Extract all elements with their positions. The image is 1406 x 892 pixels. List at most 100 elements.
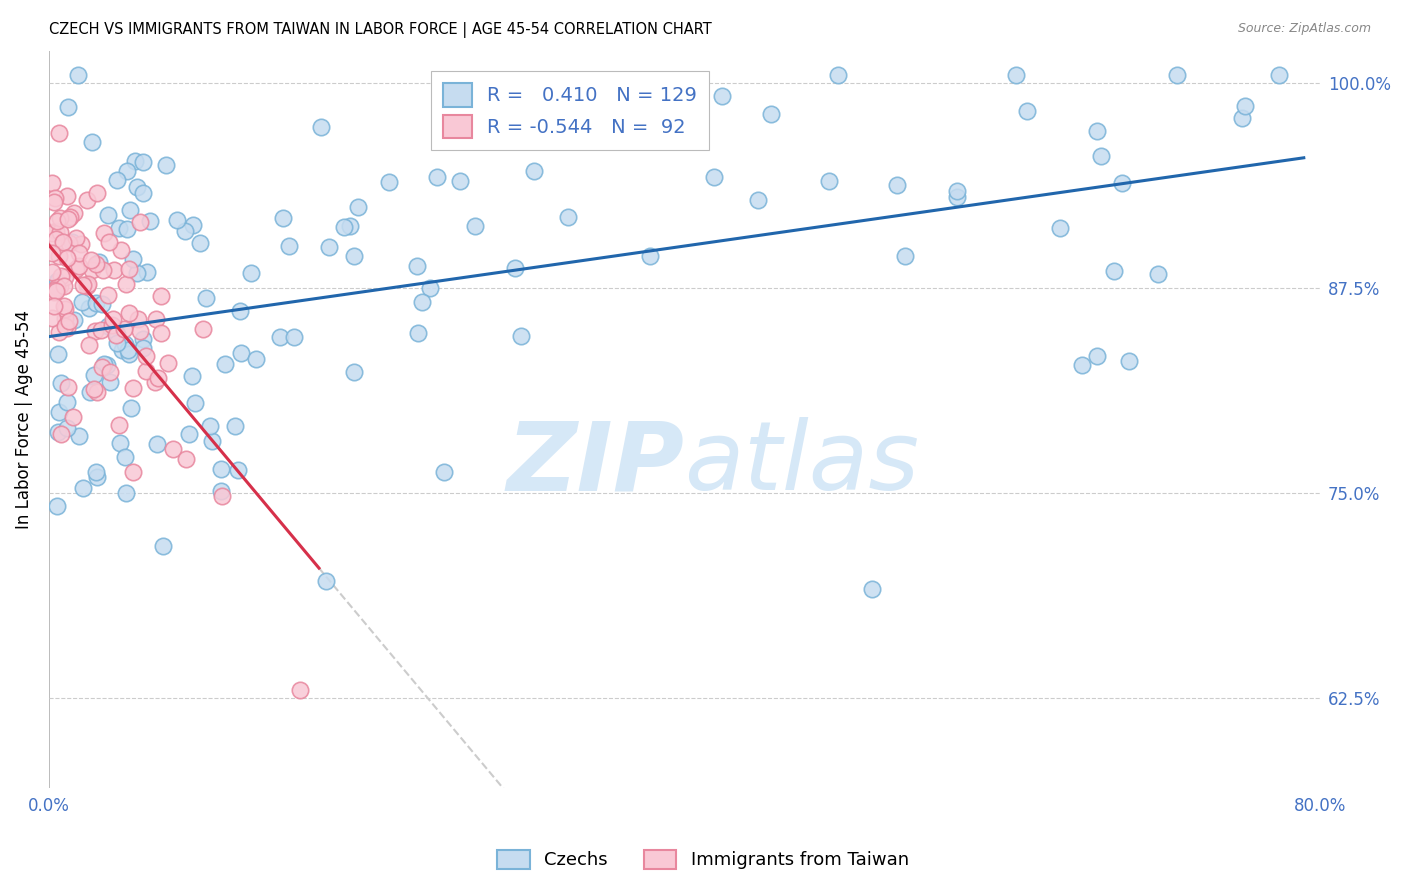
Point [56, 189, 79, 203]
Point [1102, 264, 1125, 278]
Point [49, 225, 72, 239]
Point [52, 299, 75, 313]
Point [90, 323, 112, 337]
Point [41, 265, 63, 279]
Point [41, 245, 63, 260]
Point [150, 289, 173, 303]
Point [1085, 349, 1108, 363]
Point [200, 419, 222, 434]
Point [41, 176, 63, 190]
Point [464, 219, 486, 233]
Point [269, 330, 291, 344]
Point [1085, 124, 1108, 138]
Point [45, 275, 67, 289]
Point [93, 357, 115, 371]
Point [747, 193, 769, 207]
Point [56, 380, 79, 394]
Point [228, 463, 250, 477]
Point [224, 419, 246, 434]
Point [58, 236, 80, 251]
Point [711, 89, 734, 103]
Point [135, 349, 157, 363]
Point [46, 214, 69, 228]
Point [120, 203, 142, 218]
Point [184, 396, 207, 410]
Point [45, 284, 67, 298]
Point [211, 490, 233, 504]
Point [827, 68, 849, 82]
Point [44, 283, 66, 297]
Point [98, 375, 121, 389]
Point [146, 437, 169, 451]
Point [1267, 68, 1289, 82]
Point [145, 312, 167, 326]
Point [132, 332, 155, 346]
Text: atlas: atlas [685, 417, 920, 510]
Point [48, 249, 70, 263]
Point [174, 451, 197, 466]
Point [48, 405, 70, 419]
Point [45, 232, 67, 246]
Point [406, 326, 429, 341]
Point [1049, 220, 1071, 235]
Point [127, 266, 149, 280]
Point [201, 434, 224, 448]
Point [65, 262, 87, 277]
Point [59, 210, 82, 224]
Point [72, 482, 94, 496]
Point [214, 357, 236, 371]
Point [433, 465, 456, 479]
Point [118, 261, 141, 276]
Point [193, 322, 215, 336]
Point [117, 222, 139, 236]
Point [1233, 99, 1256, 113]
Point [240, 266, 263, 280]
Point [139, 213, 162, 227]
Point [229, 304, 252, 318]
Point [638, 249, 661, 263]
Point [83, 382, 105, 396]
Point [183, 218, 205, 232]
Point [51, 376, 73, 391]
Point [115, 163, 138, 178]
Point [209, 462, 232, 476]
Point [67, 68, 90, 82]
Point [80, 252, 103, 267]
Point [91, 359, 114, 374]
Point [103, 312, 125, 326]
Point [105, 173, 128, 187]
Point [101, 318, 124, 333]
Point [53, 279, 76, 293]
Point [1230, 111, 1253, 125]
Point [42, 300, 65, 314]
Legend: Czechs, Immigrants from Taiwan: Czechs, Immigrants from Taiwan [488, 841, 918, 879]
Point [83, 324, 105, 338]
Point [426, 170, 449, 185]
Point [1017, 104, 1039, 119]
Point [894, 249, 917, 263]
Point [51, 268, 73, 283]
Y-axis label: In Labor Force | Age 45-54: In Labor Force | Age 45-54 [15, 310, 32, 529]
Point [86, 186, 108, 201]
Point [1111, 176, 1133, 190]
Point [87, 255, 110, 269]
Point [120, 401, 142, 415]
Point [332, 219, 354, 234]
Point [118, 306, 141, 320]
Point [860, 582, 883, 596]
Point [277, 239, 299, 253]
Point [411, 294, 433, 309]
Point [114, 337, 136, 351]
Point [128, 324, 150, 338]
Point [56, 394, 79, 409]
Point [179, 427, 201, 442]
Point [108, 435, 131, 450]
Point [155, 158, 177, 172]
Point [97, 235, 120, 249]
Point [1005, 68, 1028, 82]
Point [946, 190, 969, 204]
Point [42, 194, 65, 209]
Point [86, 470, 108, 484]
Point [703, 169, 725, 184]
Point [48, 425, 70, 439]
